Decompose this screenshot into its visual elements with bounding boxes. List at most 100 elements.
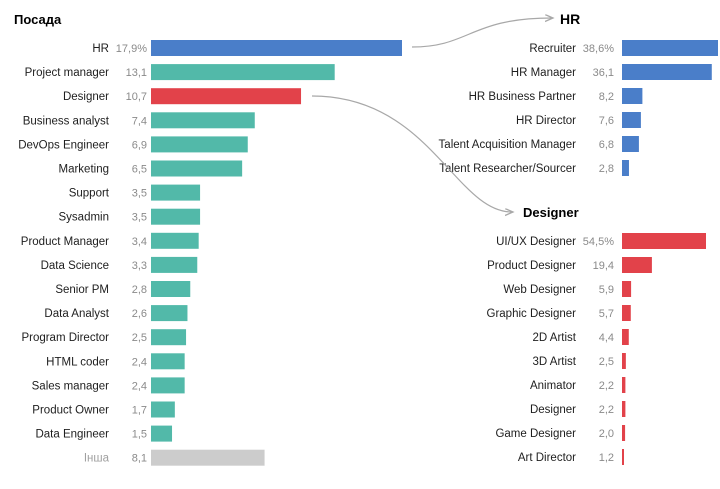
position-label-data-engineer: Data Engineer (35, 429, 109, 441)
position-value-html-coder: 2,4 (132, 356, 147, 368)
hr-bar-recruiter (622, 40, 718, 56)
designer-value-graphic-designer: 5,7 (599, 308, 614, 320)
position-label-support: Support (69, 188, 110, 200)
designer-value-product-designer: 19,4 (593, 260, 614, 272)
position-bar-support (151, 184, 201, 201)
hr-bar-hr-director (622, 112, 641, 128)
hr-bar-talent-acquisition-manager (622, 136, 639, 152)
position-label-business-analyst: Business analyst (23, 115, 110, 127)
designer-chart-title: Designer (523, 205, 579, 220)
designer-breakdown-chart: Designer UI/UX Designer 54,5% Product Desig… (487, 205, 706, 465)
position-value-hr: 17,9% (116, 43, 147, 55)
position-value-інша: 8,1 (132, 453, 147, 465)
position-value-support: 3,5 (132, 188, 147, 200)
designer-value-web-designer: 5,9 (599, 284, 614, 296)
designer-bar-animator (622, 377, 626, 393)
position-label-marketing: Marketing (59, 164, 110, 176)
position-value-program-director: 2,5 (132, 332, 147, 344)
designer-value-game-designer: 2,0 (599, 428, 614, 440)
hr-label-hr-manager: HR Manager (511, 67, 576, 79)
hr-bar-hr-manager (622, 64, 712, 80)
position-bar-data-science (151, 256, 198, 273)
position-bar-business-analyst (151, 112, 255, 129)
hr-value-hr-director: 7,6 (599, 115, 614, 127)
designer-value-animator: 2,2 (599, 380, 614, 392)
designer-value-ui-ux-designer: 54,5% (583, 236, 614, 248)
hr-value-hr-business-partner: 8,2 (599, 91, 614, 103)
position-chart: Посада HR 17,9% Project manager 13,1 Designer… (14, 12, 402, 466)
designer-connector-arrow (311, 95, 512, 212)
hr-label-talent-researcher-sourcer: Talent Researcher/Sourcer (439, 163, 576, 175)
hr-connector-arrow (411, 18, 552, 48)
designer-value-art-director: 1,2 (599, 452, 614, 464)
designer-value-3d-artist: 2,5 (599, 356, 614, 368)
designer-label-graphic-designer: Graphic Designer (487, 308, 577, 320)
position-bar-program-director (151, 329, 187, 346)
position-label-designer: Designer (63, 91, 109, 103)
designer-bar-designer (622, 401, 626, 417)
position-value-project-manager: 13,1 (126, 67, 147, 79)
designer-label-2d-artist: 2D Artist (533, 332, 577, 344)
position-label-html-coder: HTML coder (46, 356, 109, 368)
position-label-hr: HR (92, 43, 109, 55)
position-value-data-analyst: 2,6 (132, 308, 147, 320)
hr-label-recruiter: Recruiter (529, 43, 576, 55)
designer-bar-product-designer (622, 257, 652, 273)
position-value-sysadmin: 3,5 (132, 212, 147, 224)
position-value-marketing: 6,5 (132, 164, 147, 176)
designer-bar-web-designer (622, 281, 632, 297)
designer-label-game-designer: Game Designer (495, 428, 576, 440)
hr-label-hr-business-partner: HR Business Partner (469, 91, 577, 103)
designer-label-art-director: Art Director (518, 452, 576, 464)
position-value-senior-pm: 2,8 (132, 284, 147, 296)
hr-label-talent-acquisition-manager: Talent Acquisition Manager (439, 139, 577, 151)
hr-bar-talent-researcher-sourcer (622, 160, 629, 176)
position-label-project-manager: Project manager (25, 67, 110, 79)
position-bar-product-manager (151, 232, 199, 249)
hr-label-hr-director: HR Director (516, 115, 576, 127)
hr-chart-title: HR (560, 11, 580, 27)
position-bar-sales-manager (151, 377, 185, 394)
position-value-product-manager: 3,4 (132, 236, 147, 248)
position-label-program-director: Program Director (21, 332, 109, 344)
designer-label-web-designer: Web Designer (503, 284, 576, 296)
position-value-designer: 10,7 (126, 91, 147, 103)
designer-bar-art-director (622, 449, 624, 465)
designer-bar-ui-ux-designer (622, 233, 706, 249)
designer-bar-game-designer (622, 425, 626, 441)
position-value-business-analyst: 7,4 (132, 115, 147, 127)
position-value-sales-manager: 2,4 (132, 380, 147, 392)
hr-value-talent-researcher-sourcer: 2,8 (599, 163, 614, 175)
position-bar-hr (151, 40, 402, 56)
position-bar-marketing (151, 160, 243, 177)
position-bar-data-analyst (151, 305, 188, 322)
position-bar-html-coder (151, 353, 185, 370)
designer-label-3d-artist: 3D Artist (533, 356, 577, 368)
position-bar-product-owner (151, 401, 175, 418)
hr-value-hr-manager: 36,1 (593, 67, 614, 79)
position-bar-senior-pm (151, 281, 191, 297)
position-value-data-science: 3,3 (132, 260, 147, 272)
position-label-senior-pm: Senior PM (55, 284, 109, 296)
position-label-devops-engineer: DevOps Engineer (18, 139, 109, 151)
position-value-data-engineer: 1,5 (132, 429, 147, 441)
designer-label-animator: Animator (530, 380, 576, 392)
designer-bar-graphic-designer (622, 305, 631, 321)
position-label-інша: Інша (84, 453, 110, 465)
position-chart-title: Посада (14, 12, 62, 27)
position-label-product-manager: Product Manager (21, 236, 109, 248)
hr-value-recruiter: 38,6% (583, 43, 614, 55)
designer-bar-3d-artist (622, 353, 626, 369)
position-bar-devops-engineer (151, 136, 248, 153)
position-label-product-owner: Product Owner (32, 405, 109, 417)
designer-label-designer: Designer (530, 404, 576, 416)
position-value-product-owner: 1,7 (132, 405, 147, 417)
position-label-sysadmin: Sysadmin (59, 212, 110, 224)
designer-bar-2d-artist (622, 329, 629, 345)
designer-label-ui-ux-designer: UI/UX Designer (496, 236, 576, 248)
connector-arrows (311, 18, 552, 212)
position-label-sales-manager: Sales manager (32, 380, 110, 392)
position-value-devops-engineer: 6,9 (132, 139, 147, 151)
designer-value-designer: 2,2 (599, 404, 614, 416)
